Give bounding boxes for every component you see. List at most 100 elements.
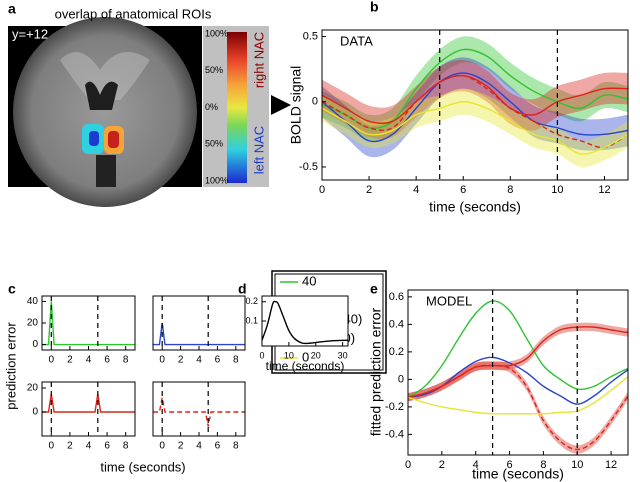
colorbar-label: 50% [205,139,223,149]
y-tick-label: 0 [32,339,38,350]
series-line [42,393,135,413]
y-tick-label: -0.5 [299,161,318,173]
y-tick-label: 0.6 [389,291,404,303]
x-tick-label: 10 [551,184,563,196]
series-line [321,48,629,129]
left-roi-core [89,131,99,146]
x-tick-label: 0 [259,350,264,360]
x-tick-label: 4 [196,441,202,452]
colorbar-label: 100% [205,28,228,38]
y-tick-label: 0 [398,373,404,385]
series-line [261,300,349,345]
roi-panel: y=+12 overlap of anatomical ROIs 100% 50%… [8,6,269,207]
x-tick-label: 0 [319,184,325,196]
brain-slice [13,17,197,207]
y-axis-label: fitted prediction error [368,307,384,436]
x-tick-label: 2 [366,184,372,196]
x-tick-label: 30 [338,350,348,360]
panel-label: c [8,281,16,297]
panel-annotation: DATA [340,33,373,48]
x-tick-label: 0 [405,459,411,471]
plot-area [322,30,628,180]
x-tick-label: 0 [49,355,55,366]
colorbar-label: 0% [205,102,218,112]
y-tick-label: 0.4 [389,318,404,330]
x-tick-label: 4 [86,355,92,366]
panel-label: d [238,281,247,297]
x-tick-label: 6 [104,355,110,366]
plot-area [408,290,628,455]
series-line [321,72,629,143]
x-tick-label: 8 [123,441,129,452]
colorbar-label: 100% [205,175,228,185]
y-tick-label: 0.2 [389,346,404,358]
series-line [42,301,135,346]
series-line [407,376,629,415]
y-tick-label: 0 [312,96,318,108]
x-axis-label: time (seconds) [100,459,185,474]
x-tick-label: 2 [439,459,445,471]
x-tick-label: 2 [178,441,184,452]
y-tick-label: 0.2 [245,296,258,306]
plot-frame [407,289,629,456]
legend-label: 40 [302,273,316,288]
panel-label: e [370,281,378,297]
y-tick-label: 0.1 [245,315,258,325]
x-tick-label: 12 [598,184,610,196]
x-tick-label: 10 [284,350,294,360]
series-line [321,101,629,155]
x-tick-label: 6 [460,184,466,196]
x-tick-label: 8 [123,355,129,366]
plot-area [262,296,348,346]
x-tick-label: 4 [413,184,419,196]
ventricles [85,81,118,110]
x-tick-label: 0 [159,355,165,366]
panel-label: b [370,0,379,15]
colorbar [227,32,247,183]
error-band [322,88,628,168]
x-tick-label: 0 [159,441,165,452]
y-axis-label: prediction error [3,322,18,410]
y-tick-label: 40 [27,296,39,307]
series-line [153,397,245,427]
x-tick-label: 2 [67,355,73,366]
x-axis-label: time (seconds) [429,199,521,215]
x-tick-label: 0 [49,441,55,452]
y-tick-label: 20 [27,318,39,329]
y-tick-label: 0 [32,407,38,418]
series-line [407,326,629,398]
colorbar-label: 50% [205,65,223,75]
y-axis-label: BOLD signal [288,66,304,145]
panel-label: a [8,1,16,17]
plot-area [42,382,135,436]
x-axis-label: time (seconds) [472,466,564,482]
slice-label: y=+12 [12,26,48,41]
y-tick-label: 0.5 [303,30,318,42]
x-tick-label: 12 [605,459,617,471]
x-tick-label: 8 [507,184,513,196]
x-tick-label: 8 [233,355,239,366]
panel-annotation: MODEL [426,293,472,308]
x-tick-label: 6 [104,441,110,452]
y-tick-label: 20 [27,383,39,394]
x-tick-label: 4 [86,441,92,452]
series-line [321,74,629,125]
x-tick-label: 4 [196,355,202,366]
series-line [407,300,629,398]
x-axis-label: time (seconds) [266,359,345,373]
x-tick-label: 20 [311,350,321,360]
x-tick-label: 6 [215,441,221,452]
x-tick-label: 2 [67,441,73,452]
x-tick-label: 10 [571,459,583,471]
y-tick-label: -0.2 [385,401,404,413]
plot-area [42,296,135,350]
x-tick-label: 6 [215,355,221,366]
x-tick-label: 4 [473,459,479,471]
x-tick-label: 8 [540,459,546,471]
right-roi-core [108,131,119,148]
x-tick-label: 8 [233,441,239,452]
x-tick-label: 6 [506,459,512,471]
legend-label: 0 [302,349,309,364]
left-nac-label: left NAC [251,126,266,174]
